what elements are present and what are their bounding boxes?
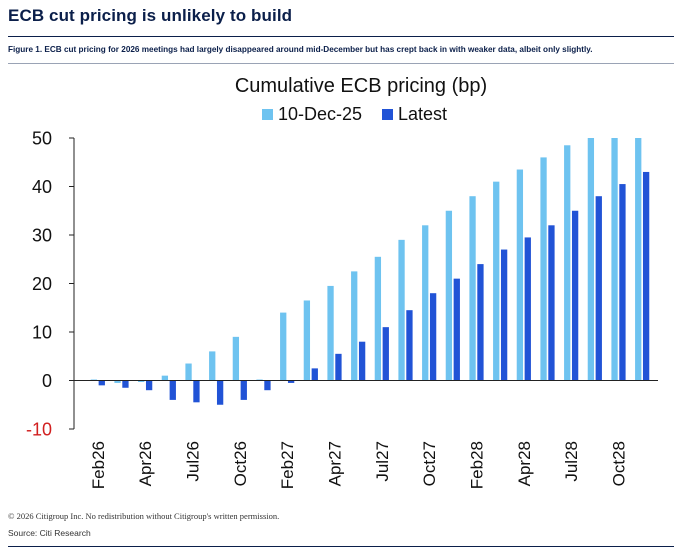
bar-dec10-dec28	[635, 138, 642, 381]
bar-dec10-jul28	[564, 145, 571, 381]
y-tick-label: 40	[32, 177, 52, 197]
bar-latest-jun27	[358, 341, 366, 381]
bar-dec10-feb28	[469, 196, 476, 381]
y-tick-label: 50	[32, 129, 52, 149]
chart-title: Cumulative ECB pricing (bp)	[235, 75, 487, 97]
bar-dec10-sep27	[398, 239, 405, 381]
chart: Cumulative ECB pricing (bp) 10-Dec-25 La…	[26, 75, 658, 489]
bar-dec10-jun27	[351, 271, 358, 381]
bar-dec10-sep26	[209, 351, 216, 381]
bar-latest-feb28	[477, 264, 484, 381]
bar-latest-apr28	[524, 237, 531, 381]
x-tick-label: Oct27	[420, 441, 439, 486]
bar-latest-jun28	[548, 225, 555, 381]
bar-dec10-feb27	[280, 312, 287, 381]
legend-swatch-latest	[382, 109, 393, 120]
bar-dec10-sep28	[587, 138, 595, 381]
x-tick-label: Oct26	[231, 441, 250, 486]
bar-dec10-jul26	[185, 363, 192, 381]
bar-dec10-mar27	[303, 300, 311, 381]
bar-latest-mar28	[500, 249, 508, 381]
bar-latest-oct28	[619, 184, 626, 381]
x-tick-label: Feb26	[89, 441, 108, 489]
bar-latest-apr26	[145, 380, 153, 391]
source-note: Source: Citi Research	[8, 528, 91, 538]
bar-dec10-jun28	[540, 157, 547, 381]
x-tick-label: Jul28	[562, 441, 581, 482]
headline: ECB cut pricing is unlikely to build	[8, 6, 293, 25]
bar-dec10-apr27	[327, 285, 334, 381]
bar-latest-mar27	[311, 368, 318, 381]
bar-latest-jul28	[571, 210, 579, 381]
x-tick-label: Apr28	[515, 441, 534, 486]
legend-swatch-dec10	[262, 109, 273, 120]
legend: 10-Dec-25 Latest	[262, 104, 447, 124]
y-tick-label: 30	[32, 226, 52, 246]
bar-dec10-apr28	[516, 169, 524, 381]
bar-latest-jun26	[169, 380, 176, 400]
bar-dec10-oct28	[611, 138, 618, 381]
y-tick-label: -10	[26, 420, 52, 440]
x-tick-label: Apr27	[326, 441, 345, 486]
bar-latest-jul27	[382, 327, 389, 381]
y-tick-label: 0	[42, 371, 52, 391]
bar-latest-jul26	[193, 380, 200, 403]
figure-caption: Figure 1. ECB cut pricing for 2026 meeti…	[8, 45, 593, 54]
bar-latest-sep28	[595, 196, 602, 381]
bar-dec10-oct26	[232, 336, 240, 381]
bar-latest-oct26	[240, 380, 247, 400]
bar-dec10-mar28	[493, 181, 500, 381]
bar-dec10-jul27	[374, 256, 382, 381]
y-tick-label: 10	[32, 323, 52, 343]
legend-label-latest: Latest	[398, 104, 447, 124]
bar-dec10-oct27	[422, 225, 429, 381]
bar-latest-sep27	[406, 310, 413, 381]
bottom-rule	[8, 546, 674, 547]
copyright-notice: © 2026 Citigroup Inc. No redistribution …	[8, 511, 280, 521]
bar-dec10-dec27	[445, 210, 453, 381]
x-tick-label: Apr26	[136, 441, 155, 486]
x-tick-label: Feb28	[468, 441, 487, 489]
top-rule	[8, 36, 674, 37]
x-tick-label: Feb27	[278, 441, 297, 489]
bar-dec10-apr26	[138, 380, 145, 382]
x-tick-label: Oct28	[610, 441, 629, 486]
x-tick-label: Jul27	[373, 441, 392, 482]
bar-latest-apr27	[335, 353, 342, 381]
y-tick-label: 20	[32, 274, 52, 294]
bar-latest-feb27	[287, 380, 295, 383]
legend-label-dec10: 10-Dec-25	[278, 104, 362, 124]
bar-latest-mar26	[122, 380, 129, 388]
bar-latest-dec27	[453, 278, 460, 381]
caption-rule	[8, 63, 674, 64]
bar-latest-oct27	[429, 293, 437, 381]
x-tick-label: Jul26	[184, 441, 203, 482]
bar-dec10-jun26	[161, 375, 169, 381]
bar-dec10-mar26	[114, 380, 121, 383]
bar-latest-dec26	[264, 380, 271, 391]
bar-latest-feb26	[98, 380, 105, 386]
bar-latest-sep26	[216, 380, 224, 405]
bar-latest-dec28	[642, 171, 650, 381]
plot-area: 50 40 30 20 10 0 -10 Feb26 Apr26 Jul26 Oct26 Feb27 A…	[26, 129, 658, 489]
